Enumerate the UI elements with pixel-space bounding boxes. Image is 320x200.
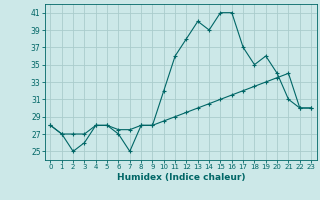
X-axis label: Humidex (Indice chaleur): Humidex (Indice chaleur) bbox=[116, 173, 245, 182]
